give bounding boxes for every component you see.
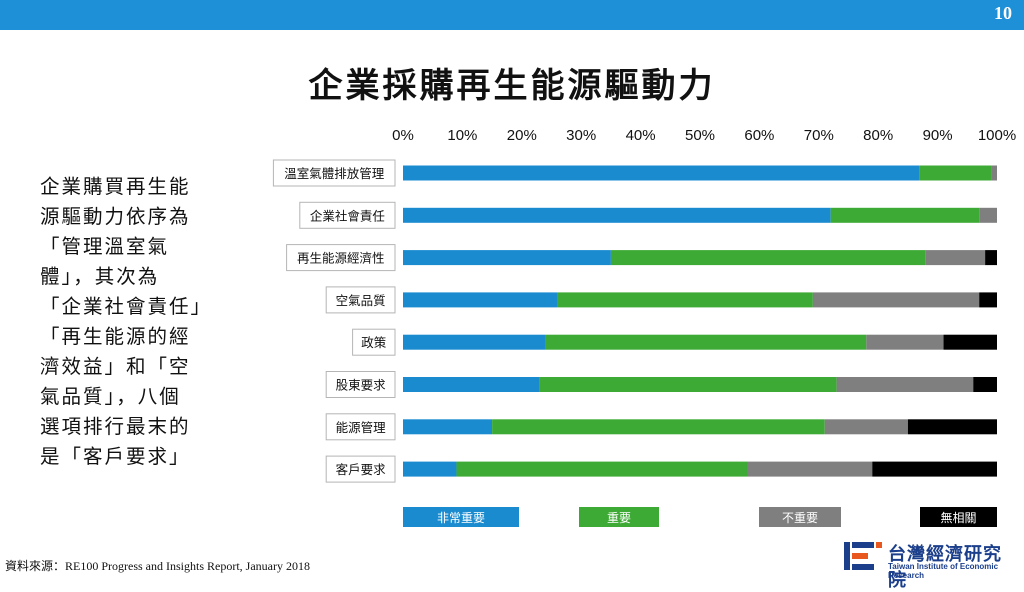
bar-segment (812, 292, 980, 308)
bar-segment (545, 334, 867, 350)
category-label-box (325, 371, 396, 398)
bar-segment (747, 461, 873, 477)
slide-title: 企業採購再生能源驅動力 (308, 66, 716, 106)
category-label-box (286, 244, 396, 272)
category-label: 再生能源經濟性 (297, 251, 385, 266)
summary-line: 選項排行最末的 (40, 415, 191, 438)
legend-swatch (759, 507, 841, 527)
summary-line: 「再生能源的經 (40, 325, 191, 348)
top-bar: 10 (0, 0, 1024, 30)
bar-segment (985, 250, 997, 266)
category-label-box (299, 201, 396, 229)
bar-segment (403, 292, 558, 308)
category-label-box (325, 455, 396, 483)
x-tick-label: 70% (804, 127, 834, 144)
x-tick-label: 80% (863, 127, 893, 144)
bar-segment (403, 377, 540, 392)
bar-segment (973, 377, 997, 392)
bar-segment (925, 250, 986, 266)
legend-swatch (579, 507, 659, 527)
bar-segment (830, 207, 980, 223)
summary-line: 源驅動力依序為 (40, 205, 191, 228)
bar-segment (979, 207, 997, 223)
category-label: 股東要求 (336, 378, 387, 393)
legend-label: 非常重要 (437, 511, 485, 525)
summary-line: 企業購買再生能 (40, 175, 191, 198)
institute-logo: 台灣經濟研究院 Taiwan Institute of Economic Res… (840, 540, 1020, 591)
bar-segment (991, 165, 997, 181)
logo-english: Taiwan Institute of Economic Research (888, 562, 999, 580)
legend-swatch (403, 507, 519, 527)
category-label-box (325, 413, 396, 441)
bar-segment (610, 250, 926, 266)
x-tick-label: 100% (978, 127, 1016, 144)
x-tick-label: 40% (626, 127, 656, 144)
category-label-box (272, 159, 396, 187)
category-label: 空氣品質 (336, 293, 386, 308)
bar-segment (866, 334, 944, 350)
summary-line: 「企業社會責任」 (40, 295, 213, 318)
summary-line: 氣品質」，八個 (40, 385, 181, 408)
bar-segment (943, 334, 997, 350)
category-label: 客戶要求 (336, 462, 387, 477)
x-tick-label: 20% (507, 127, 537, 144)
category-label: 溫室氣體排放管理 (284, 166, 385, 181)
bar-segment (492, 419, 825, 435)
bar-segment (557, 292, 813, 308)
logo-mark-icon (844, 542, 882, 570)
bar-segment (403, 334, 546, 350)
source-note: 資料來源：RE100 Progress and Insights Report,… (5, 559, 310, 573)
legend-label: 重要 (607, 511, 631, 525)
category-label: 能源管理 (336, 420, 387, 435)
x-tick-label: 30% (566, 127, 596, 144)
category-label: 政策 (361, 335, 387, 350)
category-label-box (352, 328, 396, 356)
summary-line: 體」，其次為 (40, 265, 160, 288)
legend-label: 不重要 (782, 511, 818, 525)
bar-segment (403, 250, 611, 266)
x-tick-label: 10% (447, 127, 477, 144)
bar-segment (403, 165, 920, 181)
bar-segment (836, 377, 974, 392)
bar-segment (456, 461, 748, 477)
page-number: 10 (994, 3, 1012, 23)
legend-label: 無相關 (940, 510, 976, 525)
bar-segment (979, 292, 997, 308)
bar-segment (919, 165, 992, 181)
bar-segment (872, 461, 997, 477)
summary-line: 是「客戶要求」 (40, 445, 191, 468)
bar-segment (824, 419, 908, 435)
x-tick-label: 60% (744, 127, 774, 144)
bar-segment (403, 419, 493, 435)
summary-line: 「管理溫室氣 (40, 235, 170, 258)
bar-segment (539, 377, 837, 392)
x-tick-label: 0% (392, 127, 414, 144)
category-label: 企業社會責任 (310, 208, 385, 223)
summary-line: 濟效益」和「空 (40, 355, 191, 378)
x-tick-label: 50% (685, 127, 715, 144)
bar-segment (403, 461, 457, 477)
stacked-bar-chart: 0% 10% 20% 30% 40% 50% 60% 70% 80% 90% 100% 溫室氣體排放管… (272, 127, 1016, 527)
bar-segment (403, 207, 831, 223)
summary-text: 企業購買再生能 源驅動力依序為 「管理溫室氣 體」，其次為「企業社會責任」 「再生能源的… (40, 172, 240, 472)
x-tick-label: 90% (923, 127, 953, 144)
bar-segment (907, 419, 997, 435)
legend-swatch (920, 507, 997, 527)
category-label-box (325, 286, 396, 314)
